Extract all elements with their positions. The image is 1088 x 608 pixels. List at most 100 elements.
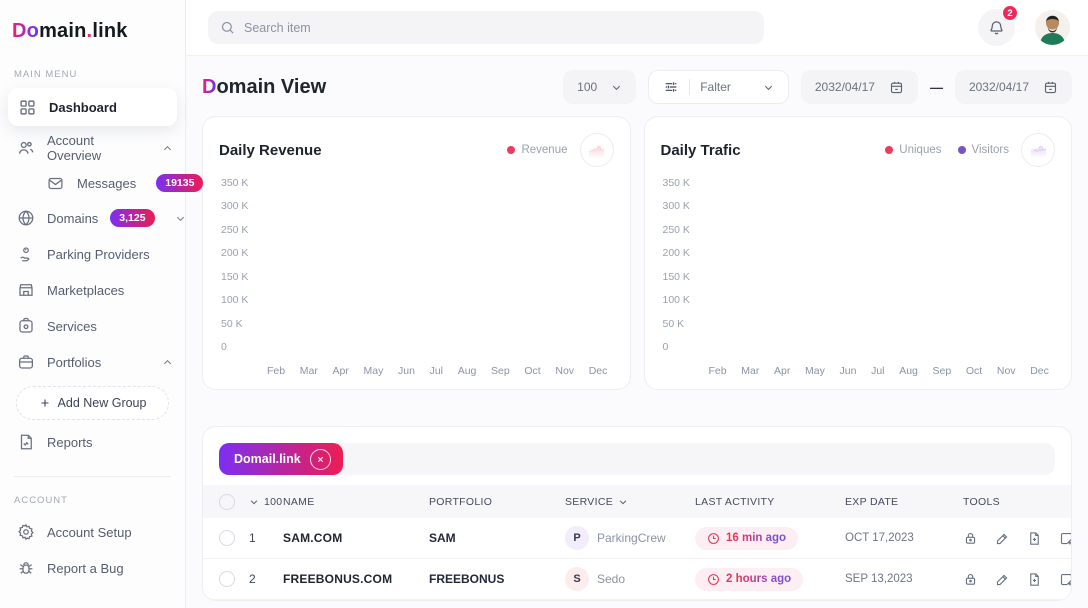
domain-name[interactable]: SAM.COM <box>283 531 343 545</box>
last-activity-header[interactable]: LAST ACTIVITY <box>695 495 775 508</box>
sidebar-item-dashboard[interactable]: Dashboard <box>8 88 177 126</box>
download-button[interactable] <box>579 133 614 167</box>
download-button[interactable] <box>1021 133 1055 167</box>
domain-name[interactable]: FREEBONUS.COM <box>283 572 393 586</box>
close-icon[interactable] <box>309 448 331 470</box>
y-axis-tick: 150 K <box>221 270 249 283</box>
legend-dot-icon <box>507 146 516 154</box>
sidebar-item-parking-providers[interactable]: Parking Providers <box>0 236 185 272</box>
date-from-input[interactable]: 2032/04/17 <box>800 70 918 104</box>
chart-title: Daily Revenue <box>219 141 322 159</box>
trafic-chart <box>701 177 1056 357</box>
add-new-group-button[interactable]: Add New Group <box>16 386 169 420</box>
users-icon <box>16 139 35 158</box>
date-to-value: 2032/04/17 <box>968 80 1029 94</box>
file-plus-icon[interactable] <box>1027 531 1042 546</box>
page-size-value: 100 <box>577 80 598 94</box>
activity-pill: 16 min ago <box>695 526 799 550</box>
y-axis-tick: 100 K <box>662 294 690 307</box>
bell-icon <box>988 19 1005 36</box>
note-plus-icon[interactable] <box>1059 531 1071 546</box>
globe-icon <box>16 209 35 228</box>
sidebar: Domain.link MAIN MENU Dashboard Account … <box>0 0 204 608</box>
topbar: 2 <box>186 0 1088 56</box>
y-axis-tick: 150 K <box>662 270 690 283</box>
date-range-dash: — <box>929 79 943 95</box>
sidebar-item-label: Marketplaces <box>47 282 125 298</box>
user-avatar[interactable] <box>1035 10 1070 45</box>
calendar-icon <box>1043 80 1058 95</box>
lock-icon[interactable] <box>963 531 978 546</box>
storefront-icon <box>16 281 35 300</box>
daily-revenue-card: Daily Revenue Revenue 350 K 300 K 250 K 200… <box>202 116 631 390</box>
download-icon <box>589 142 604 158</box>
note-plus-icon[interactable] <box>1059 572 1071 587</box>
tools-cell <box>963 531 1071 546</box>
chevron-down-icon[interactable] <box>175 213 186 224</box>
sidebar-item-account-overview[interactable]: Account Overview <box>0 130 185 166</box>
sliders-icon <box>663 79 679 95</box>
activity-cell: 16 min ago <box>695 526 845 550</box>
sidebar-item-marketplaces[interactable]: Marketplaces <box>0 272 185 308</box>
y-axis-tick: 0 <box>221 340 227 353</box>
name-header[interactable]: NAME <box>283 495 315 508</box>
exp-date-header[interactable]: EXP DATE <box>845 495 899 508</box>
sidebar-item-account-setup[interactable]: Account Setup <box>0 514 185 550</box>
count-header[interactable]: 100 <box>249 496 283 508</box>
legend-dot-icon <box>885 146 894 154</box>
sidebar-item-domains[interactable]: Domains 3,125 <box>0 200 185 236</box>
search-box[interactable] <box>208 11 764 44</box>
service-initial-badge: S <box>565 567 589 591</box>
row-checkbox[interactable] <box>219 571 235 587</box>
sidebar-item-portfolios[interactable]: Portfolios <box>0 344 185 380</box>
clock-icon <box>707 573 720 586</box>
page-size-select[interactable]: 100 <box>563 70 637 104</box>
x-axis-tick: Jul <box>429 365 444 377</box>
brand-logo-dot: . <box>86 20 93 42</box>
edit-icon[interactable] <box>995 531 1010 546</box>
x-axis-tick: Apr <box>774 365 791 377</box>
x-axis-tick: Oct <box>965 365 983 377</box>
legend-item: Revenue <box>507 144 568 156</box>
x-axis-labels: Feb Mar Apr May Jun Jul Aug Sep Oct Nov Dec <box>701 357 1056 379</box>
grid-icon <box>18 98 37 117</box>
portfolio-header[interactable]: PORTFOLIO <box>429 495 493 508</box>
messages-count-badge: 19135 <box>156 174 204 192</box>
table-row[interactable]: 2 FREEBONUS.COM FREEBONUS S Sedo 2 hours… <box>203 559 1071 600</box>
page-head: Domain View 100 Falter <box>202 70 1072 104</box>
brand-logo[interactable]: Domain.link <box>0 16 185 43</box>
exp-date: SEP 13,2023 <box>845 573 913 585</box>
add-new-group-label: Add New Group <box>57 396 147 410</box>
download-icon <box>1030 142 1046 158</box>
chart-legend: Revenue <box>507 144 568 156</box>
main-menu-label: MAIN MENU <box>14 69 78 80</box>
select-all-checkbox[interactable] <box>219 493 235 510</box>
chevron-up-icon[interactable] <box>162 143 173 154</box>
chip-label: Domail.link <box>234 452 301 466</box>
service-header[interactable]: SERVICE <box>565 496 695 508</box>
x-axis-tick: Nov <box>996 365 1016 377</box>
x-axis-tick: Jul <box>871 365 885 377</box>
x-axis-tick: Mar <box>741 365 760 377</box>
search-input[interactable] <box>244 20 752 35</box>
sidebar-item-report-a-bug[interactable]: Report a Bug <box>0 550 185 586</box>
y-axis-tick: 200 K <box>662 247 690 260</box>
table-row[interactable]: 1 SAM.COM SAM P ParkingCrew 16 min ago <box>203 518 1071 559</box>
lock-icon[interactable] <box>963 572 978 587</box>
x-axis-tick: Dec <box>1030 365 1049 377</box>
edit-icon[interactable] <box>995 572 1010 587</box>
file-plus-icon[interactable] <box>1027 572 1042 587</box>
domail-link-chip[interactable]: Domail.link <box>219 443 343 475</box>
row-checkbox[interactable] <box>219 530 235 546</box>
sidebar-item-messages[interactable]: Messages 19135 <box>0 166 204 200</box>
sidebar-item-label: Parking Providers <box>47 246 150 262</box>
date-to-input[interactable]: 2032/04/17 <box>954 70 1072 104</box>
filter-dropdown[interactable]: Falter <box>648 70 789 104</box>
sidebar-item-services[interactable]: Services <box>0 308 185 344</box>
y-axis-tick: 250 K <box>221 223 249 236</box>
content-area: Domain View 100 Falter <box>186 56 1088 608</box>
notifications-button[interactable]: 2 <box>978 5 1018 46</box>
sidebar-item-reports[interactable]: Reports <box>0 424 185 460</box>
chevron-up-icon[interactable] <box>162 357 173 368</box>
